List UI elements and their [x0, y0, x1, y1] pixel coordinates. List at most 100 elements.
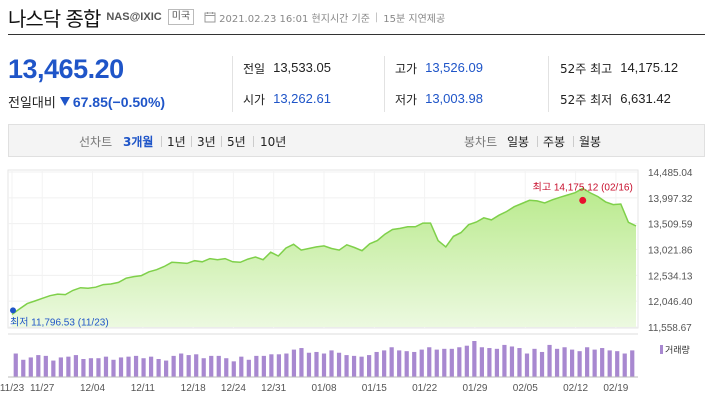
volume-bar	[344, 355, 349, 377]
volume-bar	[148, 356, 154, 377]
volume-bar	[231, 361, 236, 377]
stock-header: 나스닥 종합 NAS@IXIC 미국 2021.02.23 16:01 현지시간…	[8, 4, 705, 31]
tab-separator	[161, 136, 162, 147]
y-tick-label: 13,021.86	[648, 246, 693, 257]
volume-bar	[479, 347, 484, 377]
x-tick-label: 12/11	[131, 383, 156, 394]
x-tick-label: 02/19	[603, 383, 628, 394]
x-tick-label: 11/23	[0, 383, 25, 394]
stat-high: 고가 13,526.09	[395, 60, 483, 77]
volume-bar	[194, 354, 199, 377]
volume-bar	[622, 353, 627, 377]
change-label: 전일대비	[8, 96, 56, 111]
volume-bar	[179, 353, 184, 377]
volume-bar	[284, 353, 289, 377]
y-tick-label: 11,558.67	[648, 323, 692, 334]
volume-bar	[254, 355, 259, 377]
stat-value: 14,175.12	[620, 60, 679, 75]
high-annotation: 최고 14,175.12 (02/16)	[533, 181, 633, 193]
stat-value: 13,533.05	[273, 60, 331, 75]
stat-label: 고가	[395, 62, 418, 76]
volume-bar	[13, 353, 18, 377]
tab-10-years[interactable]: 10년	[260, 135, 287, 149]
current-price: 13,465.20	[8, 54, 124, 84]
volume-bar	[532, 348, 537, 377]
x-tick-label: 12/24	[221, 383, 246, 394]
line-chart-label: 선차트	[79, 135, 113, 149]
volume-bar	[502, 344, 507, 377]
stat-label: 저가	[395, 93, 418, 107]
tab-1-year[interactable]: 1년	[167, 135, 186, 149]
volume-bar	[133, 355, 139, 377]
volume-bar	[517, 348, 522, 377]
volume-bar	[524, 353, 530, 377]
volume-bar	[404, 351, 409, 377]
volume-bar	[321, 353, 327, 377]
volume-bar	[382, 350, 387, 377]
volume-bar	[164, 360, 169, 377]
down-arrow-icon	[59, 97, 70, 106]
volume-bar	[351, 355, 357, 377]
price-line	[11, 187, 637, 316]
volume-bar	[21, 359, 26, 377]
tab-monthly[interactable]: 월봉	[579, 135, 602, 149]
volume-bar	[51, 360, 56, 377]
volume-bar	[171, 355, 176, 377]
tab-3-months[interactable]: 3개월	[123, 135, 154, 149]
tab-3-years[interactable]: 3년	[197, 135, 216, 149]
volume-bar	[569, 349, 575, 377]
stat-value: 13,262.61	[273, 91, 331, 106]
stat-divider	[548, 56, 549, 112]
volume-bar	[246, 359, 251, 377]
volume-bar	[81, 359, 86, 377]
tab-weekly[interactable]: 주봉	[543, 135, 566, 149]
volume-bar	[66, 356, 71, 377]
stat-divider	[232, 56, 233, 112]
volume-bar	[156, 359, 161, 377]
volume-bar	[607, 350, 612, 377]
volume-bar	[201, 358, 206, 377]
low-marker	[10, 307, 16, 314]
volume-bar	[442, 348, 447, 377]
volume-bar	[487, 348, 492, 377]
stat-prev: 전일 13,533.05	[243, 60, 331, 77]
tab-separator	[537, 136, 538, 147]
low-annotation: 최저 11,796.53 (11/23)	[10, 316, 109, 328]
tab-separator	[191, 136, 192, 147]
tab-5-years[interactable]: 5년	[227, 135, 246, 149]
y-tick-label: 13,997.32	[648, 194, 693, 205]
price-area	[12, 188, 636, 327]
stat-low: 저가 13,003.98	[395, 91, 483, 108]
stat-value: 13,003.98	[425, 91, 483, 106]
volume-bar	[539, 351, 545, 377]
market-badge: 미국	[167, 9, 195, 25]
volume-bar	[291, 349, 297, 377]
volume-bar	[547, 344, 552, 377]
volume-bar	[43, 355, 48, 377]
change-row: 전일대비 67.85(−0.50%)	[8, 92, 165, 112]
x-tick-label: 02/12	[563, 383, 588, 394]
volume-bar	[239, 356, 244, 377]
stat-value: 6,631.42	[620, 91, 671, 106]
stat-label: 52주 최고	[560, 62, 613, 76]
volume-bar	[419, 349, 424, 377]
volume-bar	[103, 356, 109, 377]
volume-bar	[96, 358, 101, 377]
volume-bar	[36, 355, 41, 377]
volume-bar	[367, 355, 372, 377]
volume-bar	[73, 355, 79, 377]
volume-bar	[209, 355, 214, 377]
tab-daily[interactable]: 일봉	[507, 135, 530, 149]
volume-bar	[261, 355, 266, 377]
volume-bar	[299, 348, 304, 377]
volume-bar	[269, 354, 274, 377]
volume-bar	[359, 356, 364, 377]
volume-bar	[276, 354, 281, 377]
volume-bar	[554, 348, 560, 377]
volume-bar	[592, 349, 597, 377]
tab-separator	[253, 136, 254, 147]
candle-chart-label: 봉차트	[464, 135, 498, 149]
y-tick-label: 12,534.13	[648, 271, 693, 282]
volume-bar	[216, 355, 221, 377]
tab-separator	[573, 136, 574, 147]
